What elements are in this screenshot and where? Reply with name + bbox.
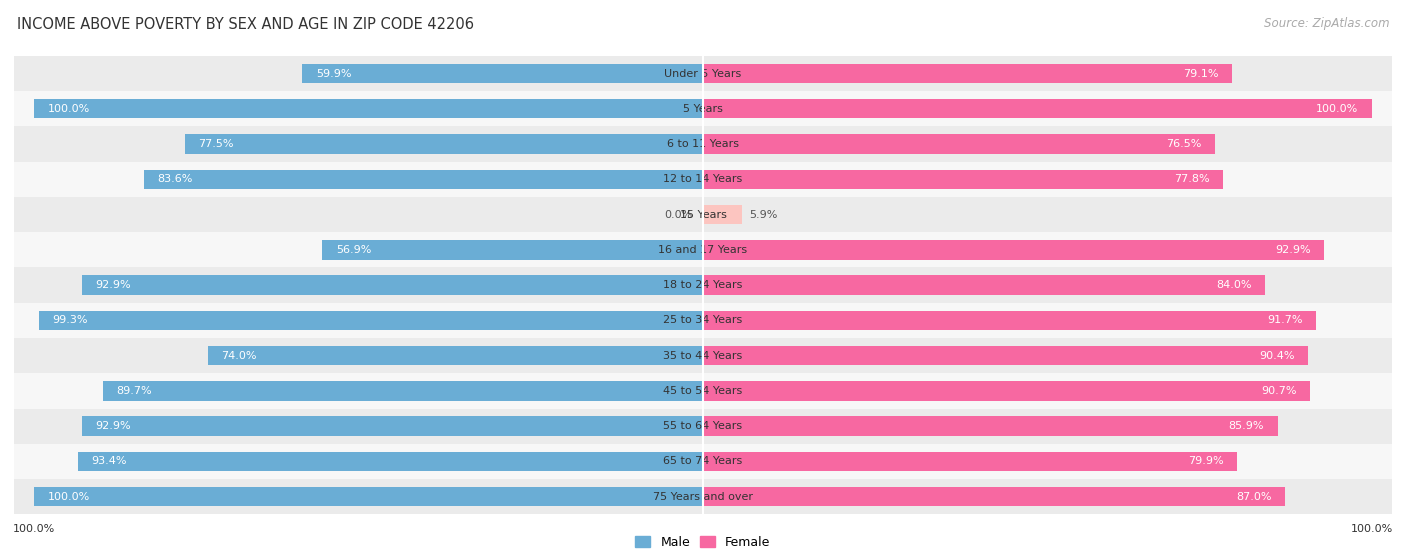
Bar xyxy=(14,197,1392,232)
Legend: Male, Female: Male, Female xyxy=(630,531,776,554)
Text: 100.0%: 100.0% xyxy=(13,524,55,534)
Bar xyxy=(703,311,1316,330)
Bar xyxy=(14,444,1392,479)
Bar xyxy=(184,134,703,154)
Text: 84.0%: 84.0% xyxy=(1216,280,1251,290)
Bar xyxy=(703,381,1309,401)
Bar xyxy=(14,338,1392,373)
Bar xyxy=(14,91,1392,126)
Text: Source: ZipAtlas.com: Source: ZipAtlas.com xyxy=(1264,17,1389,30)
Text: 90.4%: 90.4% xyxy=(1258,350,1295,361)
Bar xyxy=(34,487,703,506)
Text: 100.0%: 100.0% xyxy=(1351,524,1393,534)
Text: 0.0%: 0.0% xyxy=(665,210,693,220)
Text: 92.9%: 92.9% xyxy=(96,421,131,431)
Bar xyxy=(703,276,1265,295)
Bar xyxy=(703,205,742,224)
Bar xyxy=(82,416,703,436)
Bar xyxy=(14,373,1392,409)
Text: 90.7%: 90.7% xyxy=(1261,386,1296,396)
Bar xyxy=(39,311,703,330)
Bar xyxy=(14,303,1392,338)
Text: 93.4%: 93.4% xyxy=(91,456,127,466)
Text: 5 Years: 5 Years xyxy=(683,104,723,114)
Text: 83.6%: 83.6% xyxy=(157,174,193,184)
Text: 75 Years and over: 75 Years and over xyxy=(652,492,754,501)
Text: 87.0%: 87.0% xyxy=(1236,492,1271,501)
Text: 79.9%: 79.9% xyxy=(1188,456,1225,466)
Bar xyxy=(14,409,1392,444)
Bar xyxy=(703,346,1308,366)
Text: 89.7%: 89.7% xyxy=(117,386,152,396)
Text: 85.9%: 85.9% xyxy=(1229,421,1264,431)
Text: 15 Years: 15 Years xyxy=(679,210,727,220)
Text: 92.9%: 92.9% xyxy=(96,280,131,290)
Text: 79.1%: 79.1% xyxy=(1184,69,1219,78)
Text: 56.9%: 56.9% xyxy=(336,245,371,255)
Text: 5.9%: 5.9% xyxy=(749,210,778,220)
Text: 91.7%: 91.7% xyxy=(1267,315,1303,325)
Bar xyxy=(703,416,1278,436)
Bar xyxy=(703,169,1223,189)
Text: 65 to 74 Years: 65 to 74 Years xyxy=(664,456,742,466)
Bar xyxy=(103,381,703,401)
Text: 74.0%: 74.0% xyxy=(221,350,257,361)
Bar xyxy=(143,169,703,189)
Text: 99.3%: 99.3% xyxy=(52,315,87,325)
Bar xyxy=(79,452,703,471)
Text: 12 to 14 Years: 12 to 14 Years xyxy=(664,174,742,184)
Bar xyxy=(703,134,1215,154)
Text: 55 to 64 Years: 55 to 64 Years xyxy=(664,421,742,431)
Bar xyxy=(703,487,1285,506)
Text: 25 to 34 Years: 25 to 34 Years xyxy=(664,315,742,325)
Text: INCOME ABOVE POVERTY BY SEX AND AGE IN ZIP CODE 42206: INCOME ABOVE POVERTY BY SEX AND AGE IN Z… xyxy=(17,17,474,32)
Text: 76.5%: 76.5% xyxy=(1166,139,1201,149)
Text: 59.9%: 59.9% xyxy=(316,69,352,78)
Text: 77.5%: 77.5% xyxy=(198,139,233,149)
Bar xyxy=(14,126,1392,162)
Bar xyxy=(14,267,1392,303)
Bar xyxy=(703,64,1232,83)
Text: 18 to 24 Years: 18 to 24 Years xyxy=(664,280,742,290)
Bar xyxy=(34,99,703,119)
Text: 100.0%: 100.0% xyxy=(48,492,90,501)
Text: 16 and 17 Years: 16 and 17 Years xyxy=(658,245,748,255)
Bar xyxy=(208,346,703,366)
Bar xyxy=(14,162,1392,197)
Bar xyxy=(322,240,703,259)
Text: 77.8%: 77.8% xyxy=(1174,174,1211,184)
Text: Under 5 Years: Under 5 Years xyxy=(665,69,741,78)
Bar xyxy=(703,452,1237,471)
Text: 6 to 11 Years: 6 to 11 Years xyxy=(666,139,740,149)
Text: 100.0%: 100.0% xyxy=(1316,104,1358,114)
Bar xyxy=(14,479,1392,514)
Bar xyxy=(302,64,703,83)
Bar xyxy=(703,99,1372,119)
Text: 45 to 54 Years: 45 to 54 Years xyxy=(664,386,742,396)
Bar xyxy=(14,232,1392,267)
Text: 100.0%: 100.0% xyxy=(48,104,90,114)
Bar xyxy=(82,276,703,295)
Bar xyxy=(703,240,1324,259)
Bar xyxy=(14,56,1392,91)
Text: 92.9%: 92.9% xyxy=(1275,245,1310,255)
Text: 35 to 44 Years: 35 to 44 Years xyxy=(664,350,742,361)
